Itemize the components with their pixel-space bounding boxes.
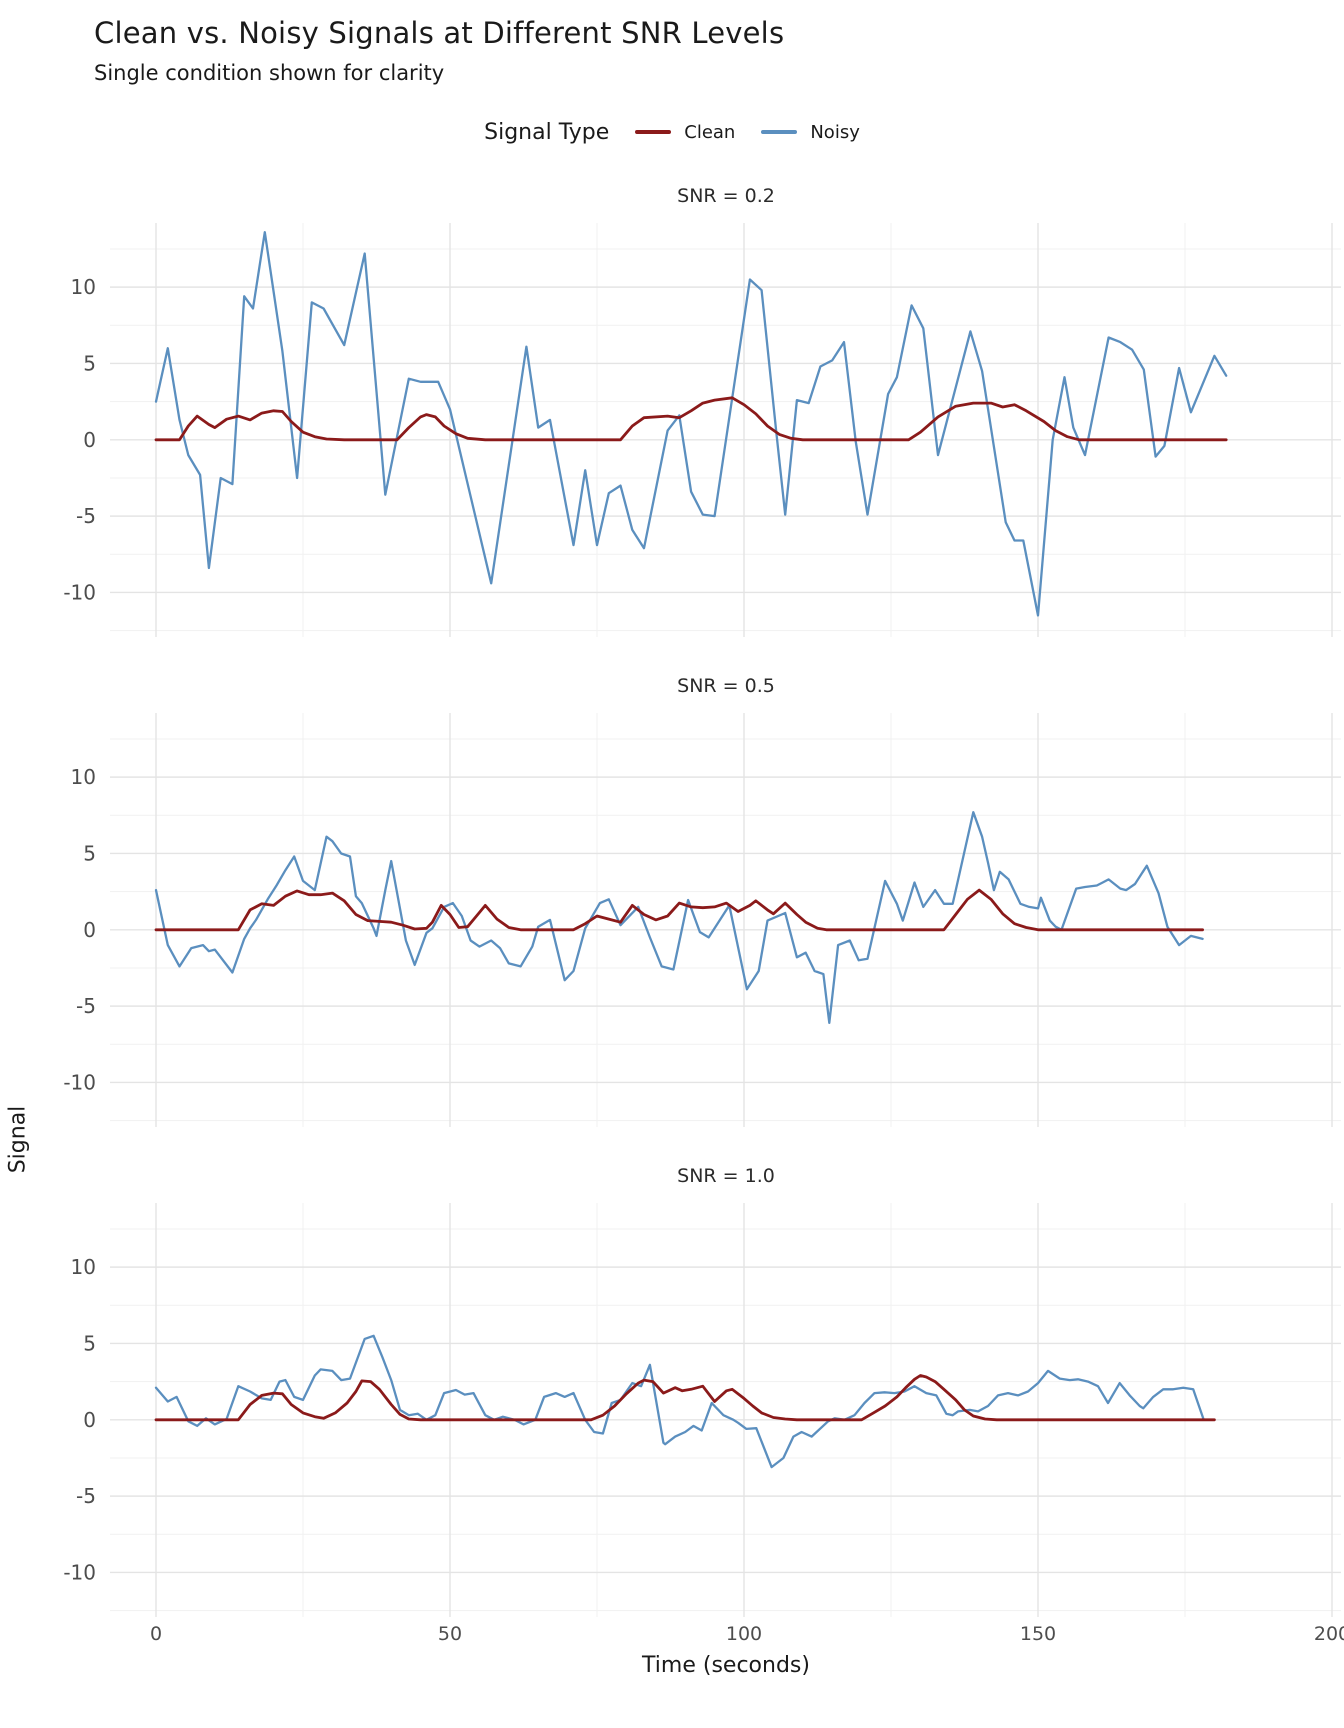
svg-text:0: 0 [83, 1408, 96, 1432]
svg-text:5: 5 [83, 841, 96, 865]
chart-header: Clean vs. Noisy Signals at Different SNR… [0, 0, 1344, 85]
svg-text:5: 5 [83, 1331, 96, 1355]
legend-title: Signal Type [484, 119, 610, 145]
page-title: Clean vs. Noisy Signals at Different SNR… [94, 16, 785, 50]
panel-title-snr-1-0: SNR = 1.0 [677, 1165, 775, 1187]
x-tick-100: 100 [725, 1623, 763, 1645]
svg-text:-5: -5 [76, 994, 96, 1018]
svg-text:0: 0 [83, 918, 96, 942]
clean-line-key-icon [635, 130, 672, 134]
snr-0-2-chart: 10 5 0 -5 -10 [63, 223, 1341, 637]
noisy-line-key-icon [761, 130, 798, 134]
facet-panels: SNR = 0.2 10 5 0 -5 -10 SNR = 0.5 10 5 0 -5 -10 … [0, 185, 1344, 1678]
legend-label-clean: Clean [684, 121, 736, 143]
svg-text:10: 10 [71, 275, 96, 299]
legend-entry-clean: Clean [635, 122, 735, 143]
y-axis-title: Signal [5, 1105, 31, 1174]
svg-text:10: 10 [71, 1255, 96, 1279]
svg-text:-10: -10 [63, 1560, 96, 1584]
panel-title-snr-0-5: SNR = 0.5 [677, 675, 775, 697]
svg-text:-10: -10 [63, 1070, 96, 1094]
legend: Signal Type Clean Noisy [0, 117, 1344, 147]
snr-0-5-chart: 10 5 0 -5 -10 [63, 713, 1341, 1127]
panel-snr-0-5: SNR = 0.5 10 5 0 -5 -10 [0, 675, 1344, 1127]
legend-entry-noisy: Noisy [761, 122, 860, 143]
x-tick-0: 0 [149, 1623, 163, 1645]
page-subtitle: Single condition shown for clarity [94, 61, 445, 85]
svg-text:-10: -10 [63, 580, 96, 604]
panel-title-snr-0-2: SNR = 0.2 [677, 185, 775, 207]
x-tick-50: 50 [437, 1623, 463, 1645]
legend-label-noisy: Noisy [810, 121, 860, 143]
x-tick-150: 150 [1019, 1623, 1057, 1645]
x-tick-200: 200 [1313, 1623, 1344, 1645]
svg-text:10: 10 [71, 765, 96, 789]
panel-snr-1-0: SNR = 1.0 10 5 0 -5 -10 [0, 1165, 1344, 1617]
svg-text:0: 0 [83, 428, 96, 452]
panel-snr-0-2: SNR = 0.2 10 5 0 -5 -10 [0, 185, 1344, 637]
svg-text:-5: -5 [76, 1484, 96, 1508]
svg-text:-5: -5 [76, 504, 96, 528]
x-axis-ticks: 0 50 100 150 200 [0, 1617, 1344, 1649]
x-axis-title: Time (seconds) [642, 1653, 810, 1678]
snr-1-0-chart: 10 5 0 -5 -10 [63, 1203, 1341, 1617]
svg-text:5: 5 [83, 351, 96, 375]
